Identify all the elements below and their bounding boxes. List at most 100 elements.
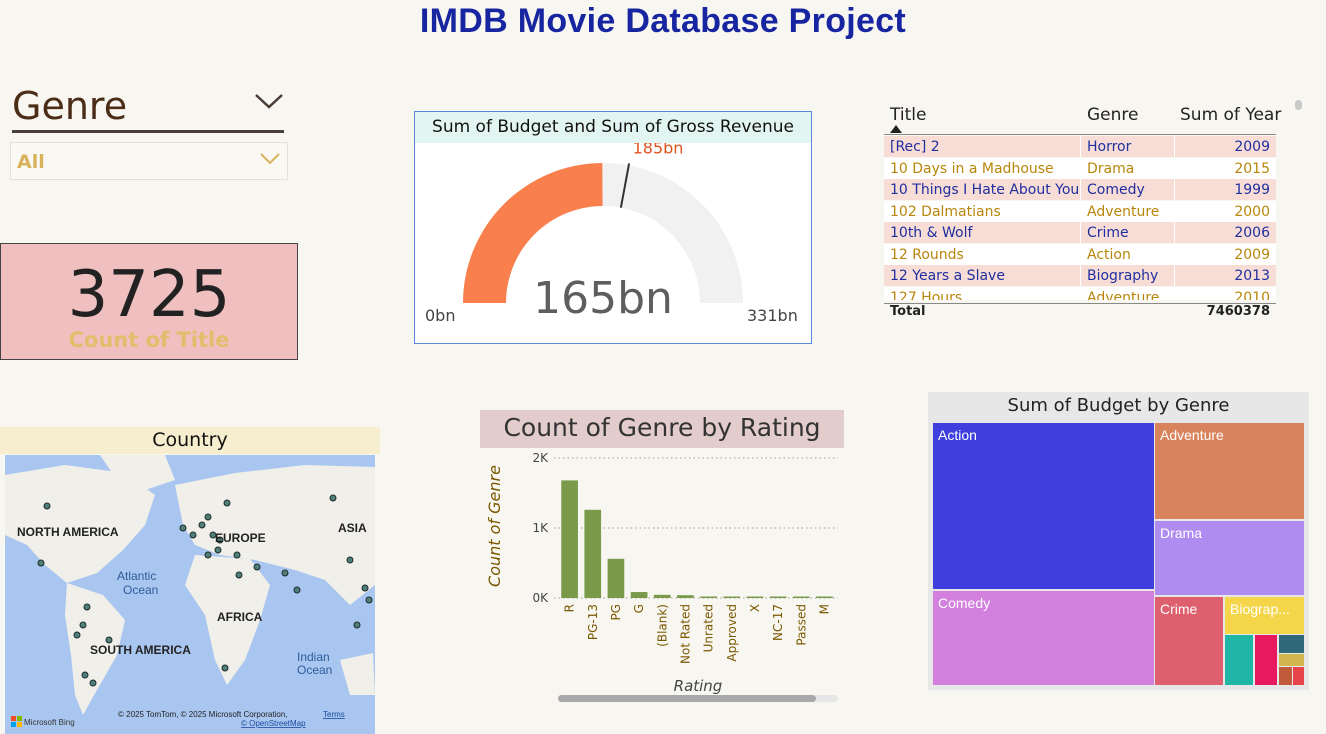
bar-m[interactable]: [816, 596, 833, 599]
column-header-title[interactable]: Title: [890, 105, 927, 125]
card-label: Count of Title: [68, 328, 230, 352]
title-cell: 10 Days in a Madhouse: [890, 160, 1054, 177]
y-tick-label: 0K: [532, 591, 549, 605]
treemap-tile-other-5[interactable]: [1279, 667, 1292, 685]
title-genre-table[interactable]: Title Genre Sum of Year [Rec] 2 Horror 200…: [884, 98, 1304, 324]
title-cell: 10 Things I Hate About You: [890, 182, 1080, 198]
treemap-tile-comedy[interactable]: Comedy: [933, 591, 1154, 685]
map-brand: Microsoft Bing: [24, 718, 75, 727]
gauge-target-label: 185bn: [633, 143, 684, 158]
column-separator: [1080, 222, 1081, 243]
bar-passed[interactable]: [792, 596, 810, 599]
x-tick-label: Approved: [725, 604, 739, 662]
x-tick-label: PG: [609, 604, 623, 621]
x-tick-label: Passed: [794, 604, 808, 646]
treemap-label: Adventure: [1160, 427, 1224, 443]
bar-pg-13[interactable]: [584, 509, 602, 598]
x-tick-label: NC-17: [771, 604, 785, 641]
x-tick-label: Unrated: [702, 604, 716, 652]
x-tick-label: M: [817, 604, 831, 614]
bar-nc-17[interactable]: [769, 596, 787, 599]
column-separator: [1174, 243, 1175, 265]
gauge-min-label: 0bn: [425, 306, 455, 325]
map-label-africa: AFRICA: [217, 610, 263, 624]
chevron-down-icon[interactable]: [259, 152, 281, 166]
genre-cell: Action: [1087, 246, 1131, 263]
treemap-tile-adventure[interactable]: Adventure: [1155, 423, 1304, 519]
column-header-sum-of-year[interactable]: Sum of Year: [1180, 105, 1282, 125]
column-header-genre[interactable]: Genre: [1087, 105, 1139, 125]
count-of-genre-by-rating-chart[interactable]: 0K 1K 2K R PG-13 PG G (Blank) Not Rated Unrated A…: [480, 448, 844, 704]
genre-cell: Adventure: [1087, 289, 1160, 301]
budget-by-genre-treemap[interactable]: Sum of Budget by Genre Action Comedy Adven…: [928, 392, 1309, 690]
table-row[interactable]: [Rec] 2 Horror 2009: [884, 136, 1276, 157]
column-separator: [1174, 286, 1175, 300]
bar-unrated[interactable]: [700, 596, 717, 599]
bar-not-rated[interactable]: [677, 595, 694, 598]
total-label: Total: [890, 304, 926, 319]
bar-blank[interactable]: [653, 594, 671, 598]
genre-slicer-header[interactable]: Genre: [12, 84, 284, 133]
table-scrollbar[interactable]: [1295, 100, 1302, 110]
year-cell: 2009: [1234, 246, 1270, 263]
treemap-label: Crime: [1160, 601, 1198, 617]
treemap-tile-other-1[interactable]: [1225, 635, 1253, 685]
bar-chart-title: Count of Genre by Rating: [480, 410, 844, 448]
table-row[interactable]: 10th & Wolf Crime 2006: [884, 222, 1276, 243]
year-cell: 2009: [1234, 139, 1270, 155]
microsoft-logo-icon: [11, 716, 22, 727]
land-africa: [185, 555, 270, 685]
bar-g[interactable]: [630, 592, 648, 598]
header-divider: [884, 134, 1276, 135]
treemap-tiles: Action Comedy Adventure Drama Crime Biograp..…: [928, 392, 1309, 690]
column-separator: [1174, 136, 1175, 157]
treemap-tile-biography[interactable]: Biograp...: [1225, 597, 1304, 634]
map-label-atlantic-ocean: Ocean: [123, 583, 158, 597]
treemap-tile-other-3[interactable]: [1279, 635, 1304, 653]
treemap-label: Drama: [1160, 525, 1203, 541]
year-cell: 2013: [1234, 268, 1270, 284]
map-label-atlantic: Atlantic: [117, 569, 156, 583]
column-separator: [1080, 286, 1081, 300]
map-osm-link[interactable]: © OpenStreetMap: [241, 719, 306, 728]
chevron-down-icon[interactable]: [254, 92, 284, 110]
map-label-north-america: NORTH AMERICA: [17, 525, 119, 539]
title-cell: 10th & Wolf: [890, 225, 973, 241]
map-label-indian-ocean: Ocean: [297, 663, 332, 677]
dropdown-selected-value: All: [17, 151, 45, 173]
table-row[interactable]: 127 Hours Adventure 2010: [884, 286, 1276, 301]
treemap-tile-other-4[interactable]: [1279, 654, 1304, 666]
x-tick-label: PG-13: [586, 604, 600, 640]
table-row[interactable]: 12 Rounds Action 2009: [884, 243, 1276, 265]
treemap-tile-crime[interactable]: Crime: [1155, 597, 1223, 685]
bar-x[interactable]: [746, 596, 764, 599]
table-body[interactable]: [Rec] 2 Horror 2009 10 Days in a Madhouse Dr…: [884, 136, 1276, 300]
bar-pg[interactable]: [607, 558, 625, 598]
land-greenland: [100, 455, 175, 490]
sort-ascending-icon[interactable]: [890, 125, 902, 133]
genre-dropdown[interactable]: All: [10, 142, 288, 180]
year-cell: 2000: [1234, 203, 1270, 220]
table-row[interactable]: 10 Days in a Madhouse Drama 2015: [884, 157, 1276, 179]
treemap-tile-other-6[interactable]: [1293, 667, 1304, 685]
column-separator: [1174, 179, 1175, 200]
title-cell: [Rec] 2: [890, 139, 940, 155]
table-row[interactable]: 102 Dalmatians Adventure 2000: [884, 200, 1276, 222]
treemap-tile-drama[interactable]: Drama: [1155, 521, 1304, 595]
title-cell: 102 Dalmatians: [890, 203, 1001, 220]
map-terms-link[interactable]: Terms: [323, 710, 345, 719]
treemap-tile-action[interactable]: Action: [933, 423, 1154, 589]
y-tick-label: 2K: [532, 451, 549, 465]
chart-scrollbar-thumb[interactable]: [558, 695, 816, 702]
bar-r[interactable]: [561, 480, 578, 598]
map-attribution: © 2025 TomTom, © 2025 Microsoft Corporat…: [118, 710, 288, 719]
column-separator: [1174, 157, 1175, 179]
table-row[interactable]: 12 Years a Slave Biography 2013: [884, 265, 1276, 286]
land-australia: [340, 653, 375, 695]
table-row[interactable]: 10 Things I Hate About You Comedy 1999: [884, 179, 1276, 200]
treemap-tile-other-2[interactable]: [1255, 635, 1277, 685]
column-separator: [1080, 265, 1081, 286]
country-map[interactable]: NORTH AMERICA EUROPE ASIA Atlantic Ocean…: [5, 455, 375, 734]
bar-approved[interactable]: [723, 596, 741, 599]
budget-gauge[interactable]: Sum of Budget and Sum of Gross Revenue 1…: [414, 111, 812, 344]
